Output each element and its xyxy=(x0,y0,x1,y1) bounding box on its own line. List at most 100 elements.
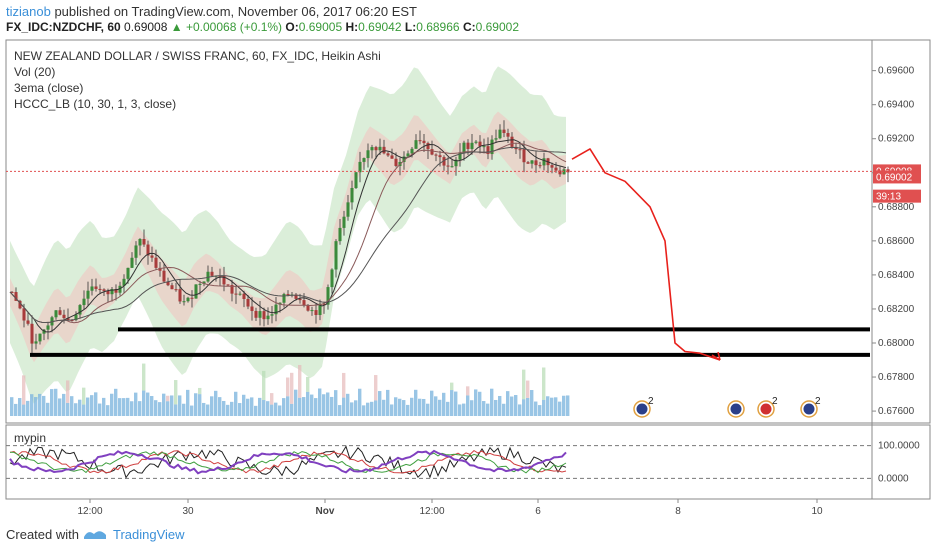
last-price: 0.69008 xyxy=(124,20,168,34)
symbol-label: FX_IDC:NZDCHF, 60 xyxy=(6,20,121,34)
candle-body xyxy=(14,292,18,301)
volume-bar xyxy=(90,395,94,416)
volume-bar xyxy=(154,400,158,416)
candle-body xyxy=(206,271,210,282)
candle-body xyxy=(550,165,554,168)
candle-body xyxy=(282,293,286,303)
nz-flag-event-icon: 2 xyxy=(633,396,654,418)
volume-bar xyxy=(506,391,510,416)
candle-body xyxy=(510,136,514,147)
candle-body xyxy=(378,146,382,151)
candle-body xyxy=(554,167,558,171)
candle-body xyxy=(466,142,470,149)
volume-bar xyxy=(274,402,278,416)
volume-bar xyxy=(118,398,122,416)
volume-spike xyxy=(142,363,146,391)
volume-bar xyxy=(514,395,518,416)
close-value: 0.69002 xyxy=(475,20,519,34)
candle-body xyxy=(306,305,310,311)
candle-body xyxy=(418,140,422,142)
volume-bar xyxy=(530,390,534,416)
candle-body xyxy=(486,146,490,155)
price-tick-label: 0.68800 xyxy=(878,202,915,213)
candle-body xyxy=(118,285,122,293)
candle-body xyxy=(226,284,230,286)
volume-bar xyxy=(562,395,566,416)
candle-body xyxy=(234,293,238,295)
candle-body xyxy=(194,284,198,299)
volume-bar xyxy=(494,399,498,416)
price-label-text: 39:13 xyxy=(876,192,901,203)
volume-bar xyxy=(430,390,434,416)
volume-bar xyxy=(518,404,522,416)
volume-bar xyxy=(150,396,154,416)
volume-bar xyxy=(354,400,358,416)
volume-bar xyxy=(94,392,98,416)
candle-body xyxy=(474,141,478,143)
candle-body xyxy=(46,325,50,330)
osc-series-line xyxy=(9,451,567,474)
volume-bar xyxy=(322,394,326,416)
volume-bar xyxy=(226,404,230,416)
volume-bar xyxy=(554,397,558,416)
volume-spike xyxy=(298,364,302,398)
volume-bar xyxy=(302,397,306,416)
volume-bar xyxy=(242,394,246,416)
candle-body xyxy=(246,299,250,307)
volume-bar xyxy=(158,402,162,416)
candle-body xyxy=(434,154,438,156)
volume-bar xyxy=(134,392,138,416)
candle-body xyxy=(394,158,398,167)
candle-body xyxy=(322,303,326,305)
volume-bar xyxy=(462,403,466,416)
candle-body xyxy=(74,314,78,321)
tradingview-brand[interactable]: TradingView xyxy=(113,527,185,542)
candle-body xyxy=(62,314,66,319)
projection-path xyxy=(571,148,721,361)
volume-bar xyxy=(26,400,30,416)
price-tick-label: 0.69200 xyxy=(878,134,915,145)
volume-bar xyxy=(30,394,34,416)
volume-bar xyxy=(346,393,350,416)
candle-body xyxy=(406,153,410,157)
candle-body xyxy=(502,129,506,134)
candle-body xyxy=(302,300,306,306)
close-label: C: xyxy=(462,20,476,34)
candle-body xyxy=(54,310,58,318)
volume-bar xyxy=(146,392,150,416)
candle-body xyxy=(98,288,102,290)
moving-average-layer xyxy=(6,139,872,333)
candle-body xyxy=(38,333,42,342)
candle-body xyxy=(66,318,70,321)
volume-bar xyxy=(538,405,542,416)
event-flag xyxy=(760,403,772,415)
price-chart[interactable]: 0.696000.694000.692000.690000.688000.686… xyxy=(0,38,932,520)
volume-spike xyxy=(66,380,70,403)
candle-body xyxy=(530,160,534,164)
time-tick-label: 30 xyxy=(182,506,194,517)
candle-body xyxy=(242,293,246,300)
volume-spike xyxy=(342,372,346,398)
volume-layer xyxy=(10,363,570,416)
candle-body xyxy=(402,156,406,162)
volume-bar xyxy=(402,400,406,416)
price-tick-label: 0.69400 xyxy=(878,100,915,111)
volume-bar xyxy=(498,395,502,416)
volume-bar xyxy=(526,397,530,416)
author-link[interactable]: tizianob xyxy=(6,4,51,19)
volume-bar xyxy=(222,400,226,416)
volume-bar xyxy=(298,397,302,416)
volume-bar xyxy=(390,404,394,416)
candle-body xyxy=(386,153,390,156)
candle-body xyxy=(374,147,378,151)
volume-spike xyxy=(374,375,378,401)
candle-body xyxy=(518,149,522,151)
volume-bar xyxy=(246,398,250,416)
candle-body xyxy=(470,142,474,149)
volume-bar xyxy=(406,404,410,416)
candle-body xyxy=(138,239,142,246)
candle-body xyxy=(334,241,338,270)
nz-flag-event-icon xyxy=(727,400,745,418)
candle-body xyxy=(298,298,302,301)
volume-bar xyxy=(74,403,78,416)
